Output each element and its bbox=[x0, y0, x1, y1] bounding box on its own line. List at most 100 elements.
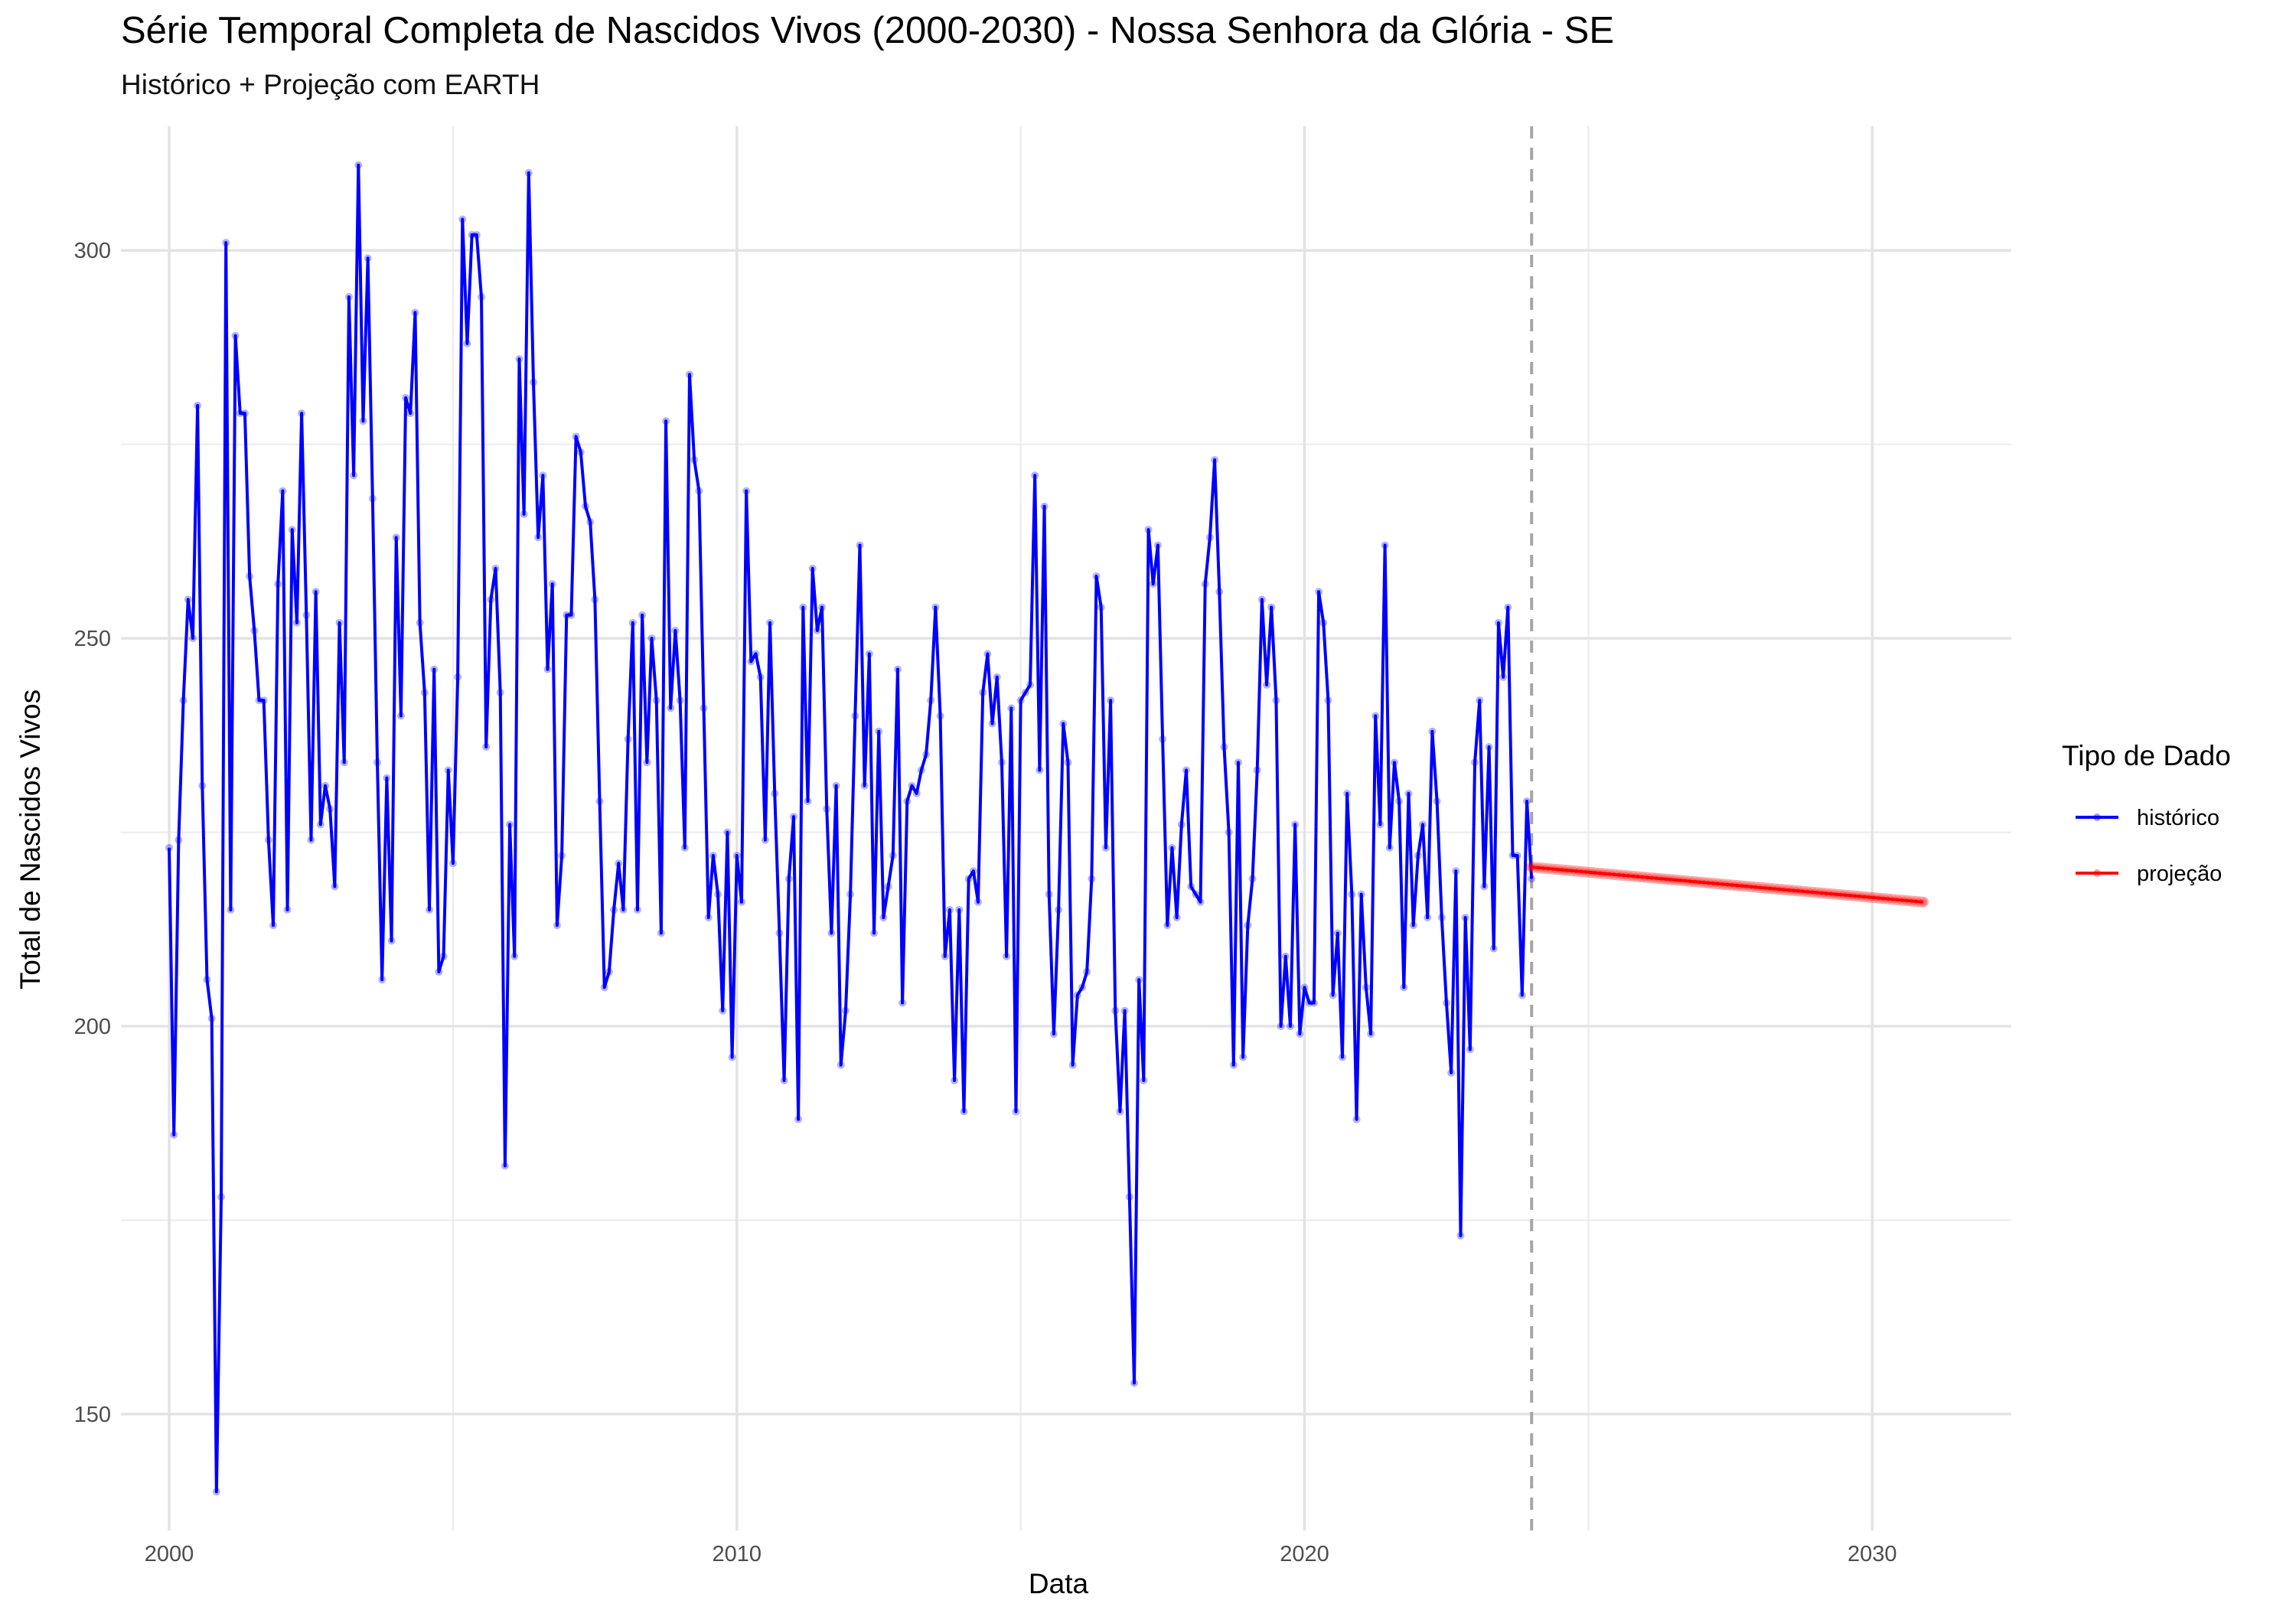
data-point bbox=[899, 999, 907, 1007]
data-point bbox=[1305, 999, 1313, 1007]
data-point bbox=[804, 797, 812, 806]
data-point bbox=[567, 611, 576, 619]
x-tick-label: 2000 bbox=[145, 1542, 194, 1566]
data-point bbox=[960, 1107, 968, 1116]
data-point bbox=[520, 510, 528, 518]
data-point bbox=[534, 533, 543, 542]
data-point bbox=[563, 611, 571, 619]
data-point bbox=[1400, 983, 1408, 992]
data-point bbox=[1201, 580, 1209, 588]
data-point bbox=[643, 758, 651, 767]
data-point bbox=[600, 983, 608, 992]
data-point bbox=[875, 727, 883, 735]
data-point bbox=[1381, 541, 1389, 549]
data-point bbox=[510, 952, 519, 960]
legend-title: Tipo de Dado bbox=[2062, 740, 2231, 771]
data-point bbox=[1239, 1053, 1247, 1061]
data-point bbox=[1442, 999, 1450, 1007]
data-point bbox=[856, 541, 864, 549]
data-point bbox=[340, 758, 348, 767]
data-point bbox=[719, 1006, 727, 1015]
legend-key-point bbox=[2093, 813, 2101, 821]
data-point bbox=[472, 230, 481, 239]
data-point bbox=[700, 704, 708, 712]
data-point bbox=[690, 455, 699, 464]
data-point bbox=[662, 417, 670, 425]
data-point bbox=[784, 875, 793, 883]
data-point bbox=[487, 595, 495, 604]
y-tick-label: 200 bbox=[74, 1015, 111, 1039]
data-point bbox=[1499, 673, 1508, 681]
chart-title: Série Temporal Completa de Nascidos Vivo… bbox=[121, 10, 1615, 51]
data-point bbox=[1244, 921, 1252, 930]
data-point bbox=[411, 308, 419, 317]
series-line bbox=[168, 163, 1534, 1494]
data-point bbox=[539, 471, 547, 480]
data-point bbox=[1144, 526, 1153, 534]
data-point bbox=[1437, 914, 1446, 922]
data-point bbox=[695, 487, 703, 495]
data-point bbox=[344, 293, 353, 302]
data-point bbox=[870, 929, 879, 937]
data-point bbox=[468, 230, 476, 239]
y-axis-label: Total de Nascidos Vivos bbox=[15, 689, 46, 989]
data-point bbox=[586, 518, 595, 526]
data-point bbox=[506, 820, 514, 829]
data-point bbox=[1220, 743, 1228, 751]
data-point bbox=[1101, 843, 1110, 852]
data-point bbox=[207, 1014, 216, 1022]
data-point bbox=[1263, 680, 1271, 689]
data-point bbox=[988, 719, 996, 728]
data-point bbox=[354, 161, 363, 169]
x-tick-label: 2010 bbox=[713, 1542, 762, 1566]
data-point bbox=[884, 882, 892, 891]
data-point bbox=[969, 867, 977, 875]
data-point bbox=[780, 1076, 788, 1084]
data-point bbox=[1376, 820, 1384, 829]
data-point bbox=[1049, 1030, 1058, 1038]
data-point bbox=[1357, 890, 1365, 898]
data-point bbox=[1130, 1379, 1139, 1387]
data-point bbox=[264, 836, 272, 844]
data-point bbox=[439, 952, 448, 960]
data-point bbox=[1456, 1231, 1465, 1240]
data-point bbox=[529, 378, 537, 386]
data-point bbox=[236, 409, 244, 418]
data-point bbox=[174, 836, 183, 844]
data-point bbox=[548, 580, 556, 588]
data-point bbox=[955, 905, 964, 914]
data-point bbox=[1040, 502, 1049, 510]
series-projecao bbox=[1526, 862, 1929, 908]
data-point bbox=[1159, 735, 1167, 743]
data-point bbox=[1476, 696, 1484, 705]
data-point bbox=[638, 611, 647, 619]
data-point bbox=[1343, 789, 1352, 797]
data-point bbox=[572, 432, 580, 441]
y-tick-label: 300 bbox=[74, 239, 111, 263]
data-point bbox=[832, 781, 840, 790]
data-point bbox=[1409, 921, 1417, 930]
data-point bbox=[392, 533, 400, 542]
data-point bbox=[676, 696, 684, 705]
data-point bbox=[624, 735, 632, 743]
data-point bbox=[1267, 603, 1276, 611]
data-point bbox=[1447, 1068, 1456, 1077]
data-point bbox=[184, 595, 192, 604]
data-point bbox=[605, 968, 613, 976]
data-point bbox=[1419, 820, 1427, 829]
data-point bbox=[1518, 991, 1526, 999]
data-point bbox=[1329, 991, 1337, 999]
data-point bbox=[1253, 766, 1261, 774]
data-point bbox=[912, 789, 921, 797]
data-point bbox=[283, 905, 292, 914]
legend: Tipo de Dado histórico projeção bbox=[2062, 740, 2231, 886]
data-point bbox=[1177, 820, 1186, 829]
data-point bbox=[709, 851, 717, 859]
data-point bbox=[671, 626, 680, 634]
data-point bbox=[1229, 1061, 1238, 1069]
data-point bbox=[1168, 843, 1176, 852]
data-point bbox=[478, 293, 486, 302]
data-point bbox=[1064, 758, 1072, 767]
legend-label: histórico bbox=[2137, 806, 2219, 830]
data-point bbox=[1120, 1006, 1129, 1015]
